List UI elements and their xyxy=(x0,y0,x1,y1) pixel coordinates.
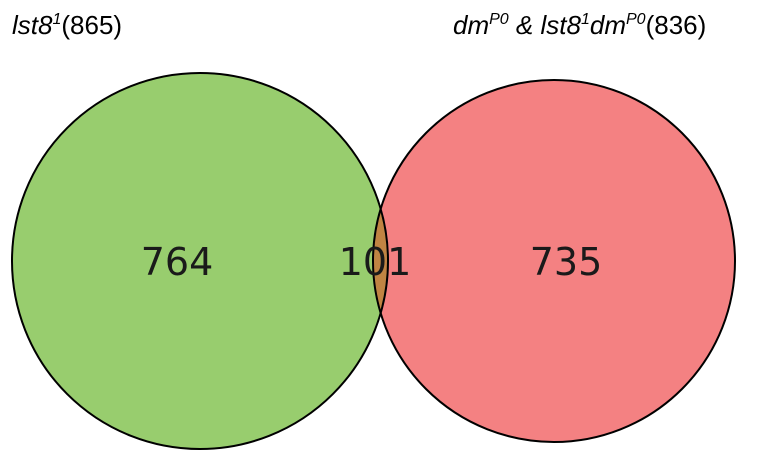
set-label-name: lst8 xyxy=(12,10,53,40)
set-label-total: (865) xyxy=(61,10,123,40)
set-label-prefix-superscript: P0 xyxy=(489,11,509,28)
set-circle-left xyxy=(12,73,388,449)
set-label-total: (836) xyxy=(645,10,707,40)
set-circle-right xyxy=(373,80,735,442)
set-label-name: lst8 xyxy=(540,10,581,40)
set-label-superscript: 1 xyxy=(52,11,62,28)
set-label-suffix: dm xyxy=(589,10,626,40)
set-label-lst8: lst81(865) xyxy=(12,10,122,41)
set-label-dm-and-lst8dm: dmP0 & lst81dmP0(836) xyxy=(453,10,706,41)
count-left-only: 764 xyxy=(141,240,214,284)
set-label-suffix-superscript: P0 xyxy=(626,11,646,28)
count-intersection: 101 xyxy=(339,240,412,284)
set-label-prefix: dm xyxy=(453,10,490,40)
set-circle-left-outline xyxy=(11,72,389,450)
set-label-superscript: 1 xyxy=(580,11,590,28)
set-label-connector: & xyxy=(508,10,541,40)
count-right-only: 735 xyxy=(530,240,603,284)
set-circle-right-outline xyxy=(372,79,736,443)
